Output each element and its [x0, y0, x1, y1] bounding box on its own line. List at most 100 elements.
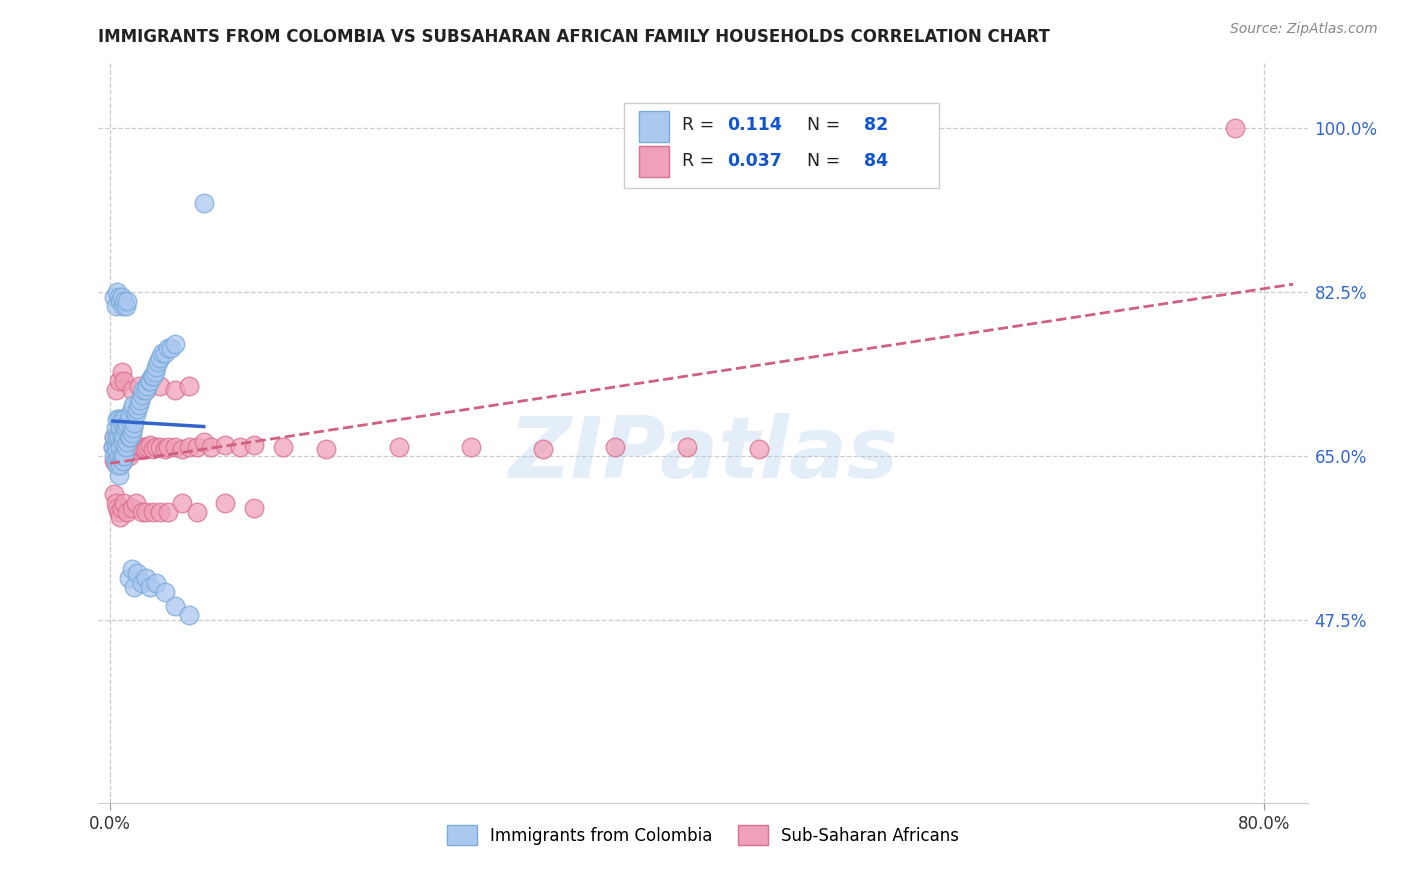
- Point: [105, 430, 128, 444]
- Point: [105, 444, 128, 458]
- Point: [105, 430, 128, 444]
- Point: [122, 397, 145, 411]
- Point: [104, 449, 127, 463]
- Point: [179, 608, 201, 623]
- Point: [141, 369, 163, 384]
- Point: [153, 585, 176, 599]
- Point: [125, 407, 148, 421]
- Text: R =: R =: [682, 116, 725, 135]
- Point: [103, 449, 125, 463]
- Point: [114, 444, 136, 458]
- Point: [105, 444, 128, 458]
- Point: [243, 500, 266, 515]
- Point: [112, 374, 135, 388]
- Point: [150, 346, 173, 360]
- Point: [110, 430, 132, 444]
- Point: [145, 575, 167, 590]
- Point: [108, 458, 131, 473]
- Text: ZIPatlas: ZIPatlas: [508, 413, 898, 496]
- Point: [138, 374, 160, 388]
- Point: [136, 440, 159, 454]
- Point: [107, 290, 129, 304]
- Point: [124, 442, 146, 456]
- Point: [118, 449, 141, 463]
- Point: [135, 505, 157, 519]
- Point: [179, 378, 201, 392]
- Point: [103, 290, 125, 304]
- Point: [121, 500, 143, 515]
- Point: [104, 496, 127, 510]
- Point: [149, 505, 172, 519]
- Point: [139, 438, 162, 452]
- Point: [172, 496, 194, 510]
- Point: [135, 384, 157, 398]
- Point: [110, 449, 132, 463]
- Point: [142, 442, 165, 456]
- Point: [193, 435, 215, 450]
- Point: [105, 411, 128, 425]
- Point: [156, 440, 179, 454]
- Point: [145, 440, 167, 454]
- Bar: [638, 146, 669, 178]
- Text: N =: N =: [796, 152, 846, 169]
- Point: [531, 442, 554, 456]
- Point: [111, 435, 134, 450]
- Point: [120, 440, 142, 454]
- Point: [108, 458, 131, 473]
- Text: 0.114: 0.114: [727, 116, 782, 135]
- Point: [135, 384, 157, 398]
- Point: [107, 454, 129, 468]
- Point: [112, 496, 135, 510]
- Point: [271, 440, 294, 454]
- Point: [107, 449, 129, 463]
- Point: [111, 454, 134, 468]
- Point: [214, 496, 236, 510]
- Point: [122, 440, 145, 454]
- Point: [105, 458, 128, 473]
- Point: [179, 440, 201, 454]
- Point: [156, 505, 179, 519]
- Point: [142, 369, 165, 384]
- Point: [146, 355, 169, 369]
- Point: [108, 440, 131, 454]
- Point: [110, 435, 132, 450]
- Point: [149, 351, 172, 365]
- Point: [112, 435, 135, 450]
- Point: [143, 365, 166, 379]
- Point: [156, 341, 179, 355]
- Point: [104, 454, 127, 468]
- Point: [118, 571, 141, 585]
- Point: [121, 402, 143, 417]
- Point: [163, 440, 186, 454]
- Point: [105, 458, 128, 473]
- Point: [110, 411, 132, 425]
- Point: [104, 421, 127, 435]
- Point: [103, 454, 125, 468]
- Point: [101, 440, 124, 454]
- Point: [111, 440, 134, 454]
- Point: [120, 407, 142, 421]
- Point: [153, 346, 176, 360]
- Point: [110, 449, 132, 463]
- Point: [1225, 121, 1247, 136]
- Point: [121, 561, 143, 575]
- Point: [163, 336, 186, 351]
- Text: 0.037: 0.037: [727, 152, 782, 169]
- Point: [159, 341, 181, 355]
- Point: [101, 440, 124, 454]
- Point: [186, 505, 208, 519]
- Point: [118, 411, 141, 425]
- Point: [104, 384, 127, 398]
- Point: [172, 442, 194, 456]
- Point: [131, 505, 153, 519]
- Point: [112, 449, 135, 463]
- Point: [124, 416, 146, 430]
- Point: [117, 505, 139, 519]
- Point: [139, 580, 162, 594]
- Text: 84: 84: [863, 152, 889, 169]
- Point: [200, 440, 222, 454]
- Point: [122, 421, 145, 435]
- Text: R =: R =: [682, 152, 720, 169]
- Point: [117, 440, 139, 454]
- Point: [120, 430, 142, 444]
